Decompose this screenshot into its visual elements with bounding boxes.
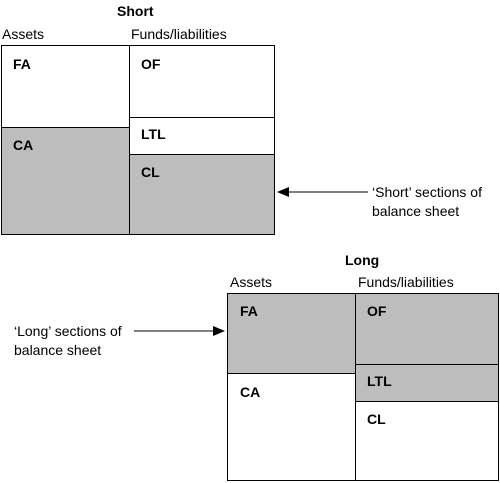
long-annotation-line2: balance sheet bbox=[14, 342, 102, 358]
short-ltl-label: LTL bbox=[141, 126, 166, 142]
long-cl-block bbox=[355, 401, 499, 481]
short-annotation: ‘Short’ sections of balance sheet bbox=[372, 183, 482, 221]
short-annotation-line1: ‘Short’ sections of bbox=[372, 184, 482, 200]
long-ca-block bbox=[227, 373, 356, 481]
long-annotation-line1: ‘Long’ sections of bbox=[14, 323, 122, 339]
short-fa-label: FA bbox=[13, 56, 31, 72]
short-cl-block bbox=[129, 154, 275, 235]
short-of-label: OF bbox=[141, 56, 161, 72]
short-fa-block bbox=[1, 45, 130, 128]
short-ltl-block bbox=[129, 117, 275, 155]
short-ca-block bbox=[1, 127, 130, 235]
long-ca-label: CA bbox=[240, 384, 261, 400]
long-of-label: OF bbox=[367, 303, 387, 319]
short-ca-label: CA bbox=[13, 137, 34, 153]
long-ltl-label: LTL bbox=[367, 373, 392, 389]
long-annotation: ‘Long’ sections of balance sheet bbox=[14, 322, 122, 360]
short-assets-label: Assets bbox=[2, 26, 45, 42]
long-funds-label: Funds/liabilities bbox=[358, 274, 454, 290]
long-title: Long bbox=[345, 252, 380, 268]
short-of-block bbox=[129, 45, 275, 118]
long-ltl-block bbox=[355, 364, 499, 402]
short-title: Short bbox=[117, 3, 154, 19]
short-cl-label: CL bbox=[141, 164, 160, 180]
long-fa-label: FA bbox=[240, 303, 258, 319]
long-assets-label: Assets bbox=[230, 274, 273, 290]
short-annotation-line2: balance sheet bbox=[372, 203, 460, 219]
long-fa-block bbox=[227, 293, 356, 374]
short-funds-label: Funds/liabilities bbox=[131, 26, 227, 42]
long-cl-label: CL bbox=[367, 411, 386, 427]
